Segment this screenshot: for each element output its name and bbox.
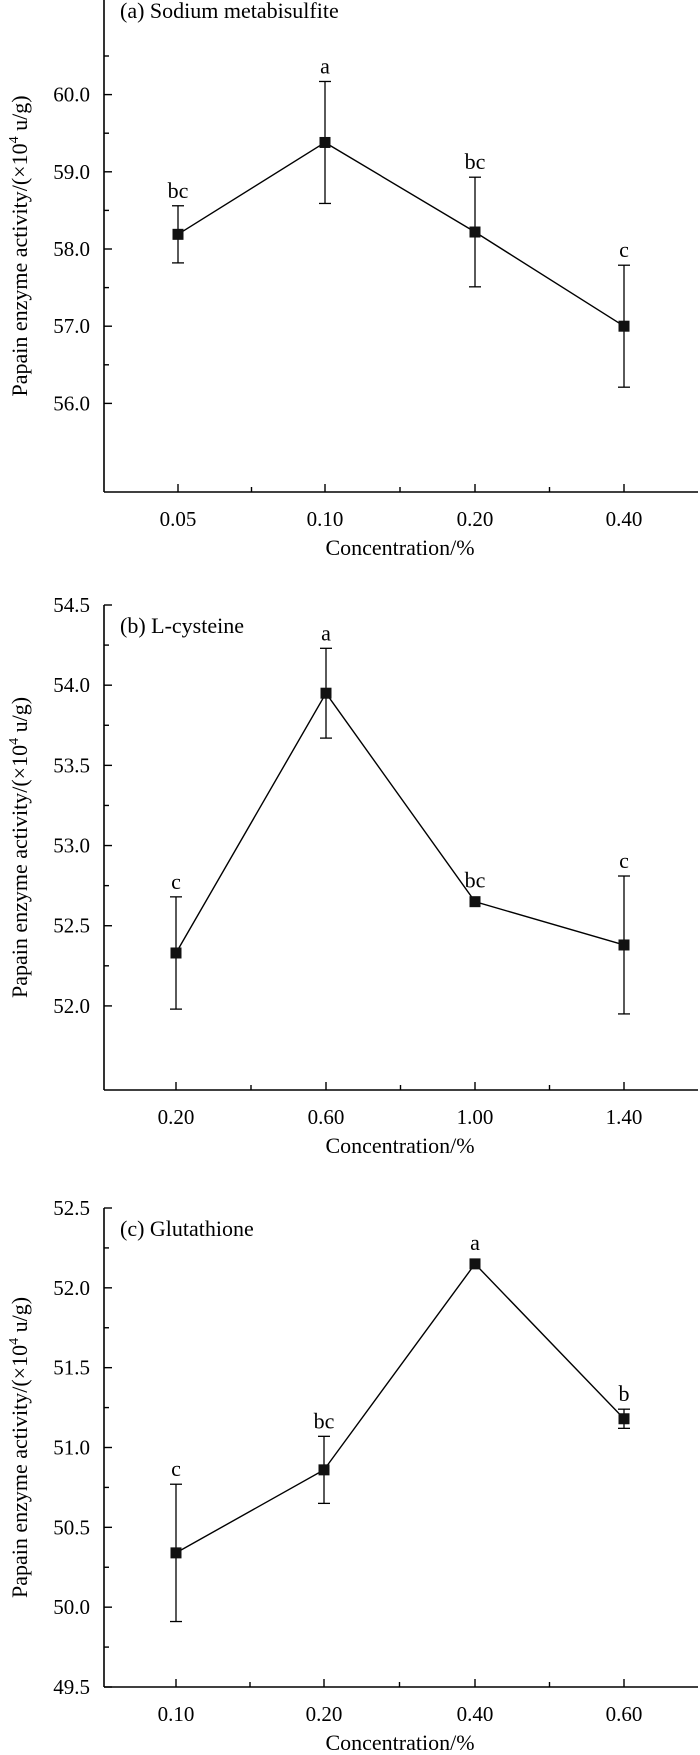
data-point: [469, 1258, 481, 1270]
x-tick-label: 0.40: [457, 1702, 494, 1726]
significance-letter: c: [619, 848, 629, 873]
significance-letter: a: [321, 620, 331, 645]
data-point: [469, 226, 481, 238]
panel-title: (c) Glutathione: [120, 1216, 254, 1241]
series-line: [175, 1262, 625, 1554]
y-axis-title-main: Papain enzyme activity/(×10: [7, 745, 32, 998]
x-axis-title: Concentration/%: [325, 1730, 474, 1755]
x-tick-label: 0.60: [308, 1105, 345, 1129]
data-point: [318, 1464, 330, 1476]
significance-letter: a: [470, 1230, 480, 1255]
y-axis-title-tail: u/g): [7, 1297, 32, 1338]
y-tick-label: 56.0: [53, 391, 90, 415]
significance-letter: c: [619, 237, 629, 262]
x-tick-label: 0.60: [606, 1702, 643, 1726]
significance-letter: bc: [168, 178, 189, 203]
x-axis-title: Concentration/%: [325, 1133, 474, 1158]
y-tick-label: 52.5: [53, 1196, 90, 1220]
significance-letter: c: [171, 869, 181, 894]
significance-letter: c: [171, 1456, 181, 1481]
data-point: [469, 896, 481, 908]
chart-panel-2: 52.0 52.5 53.0 53.5 54.0 54.5 0.20 0.60 1.00 1.40…: [7, 593, 698, 1158]
panel-title: (b) L-cysteine: [120, 613, 244, 638]
x-tick-label: 0.10: [158, 1702, 195, 1726]
series-line: [177, 141, 625, 327]
y-axis-title: Papain enzyme activity/(×104 u/g): [7, 1297, 32, 1598]
x-tick-label: 1.00: [457, 1105, 494, 1129]
y-axis-title-main: Papain enzyme activity/(×10: [7, 1345, 32, 1598]
y-tick-label: 50.5: [53, 1515, 90, 1539]
x-tick-label: 0.05: [160, 507, 197, 531]
x-axis-title: Concentration/%: [325, 535, 474, 560]
y-axis-title: Papain enzyme activity/(×104 u/g): [7, 697, 32, 998]
series-line: [175, 691, 625, 954]
significance-letter: a: [320, 53, 330, 78]
data-point: [618, 320, 630, 332]
chart-panel-1: 56.0 57.0 58.0 59.0 60.0 0.05 0.10 0.20 0.40 Conc…: [7, 0, 698, 560]
y-axis-title-superscript: 4: [7, 738, 22, 745]
y-tick-label: 49.5: [53, 1675, 90, 1699]
y-tick-label: 54.5: [53, 593, 90, 617]
data-point: [172, 228, 184, 240]
y-axis-title-tail: u/g): [7, 697, 32, 738]
y-axis-title-main: Papain enzyme activity/(×10: [7, 143, 32, 396]
y-tick-label: 52.5: [53, 914, 90, 938]
data-point: [319, 136, 331, 148]
y-axis-title-tail: u/g): [7, 95, 32, 136]
y-tick-label: 51.5: [53, 1356, 90, 1380]
x-tick-label: 0.20: [457, 507, 494, 531]
data-point: [170, 1547, 182, 1559]
significance-letter: bc: [465, 149, 486, 174]
data-point: [320, 687, 332, 699]
x-tick-label: 0.20: [306, 1702, 343, 1726]
data-point: [618, 939, 630, 951]
x-tick-label: 0.10: [307, 507, 344, 531]
x-tick-label: 0.40: [606, 507, 643, 531]
y-tick-label: 52.0: [53, 994, 90, 1018]
y-tick-label: 54.0: [53, 673, 90, 697]
significance-letter: b: [619, 1381, 630, 1406]
y-axis-title-superscript: 4: [7, 1338, 22, 1345]
y-tick-label: 50.0: [53, 1595, 90, 1619]
y-tick-label: 53.0: [53, 834, 90, 858]
y-tick-label: 51.0: [53, 1436, 90, 1460]
y-tick-label: 60.0: [53, 83, 90, 107]
significance-letter: bc: [465, 868, 486, 893]
data-point: [618, 1413, 630, 1425]
data-point: [170, 947, 182, 959]
y-tick-label: 53.5: [53, 753, 90, 777]
y-axis-title-superscript: 4: [7, 136, 22, 143]
x-tick-label: 1.40: [606, 1105, 643, 1129]
y-tick-label: 57.0: [53, 314, 90, 338]
y-axis-title: Papain enzyme activity/(×104 u/g): [7, 95, 32, 396]
panel-title: (a) Sodium metabisulfite: [120, 0, 339, 23]
y-tick-label: 52.0: [53, 1276, 90, 1300]
chart-panel-3: 49.5 50.0 50.5 51.0 51.5 52.0 52.5 0.10 0.20 0.40…: [7, 1196, 698, 1755]
y-tick-label: 58.0: [53, 237, 90, 261]
significance-letter: bc: [314, 1408, 335, 1433]
x-tick-label: 0.20: [158, 1105, 195, 1129]
y-tick-label: 59.0: [53, 160, 90, 184]
